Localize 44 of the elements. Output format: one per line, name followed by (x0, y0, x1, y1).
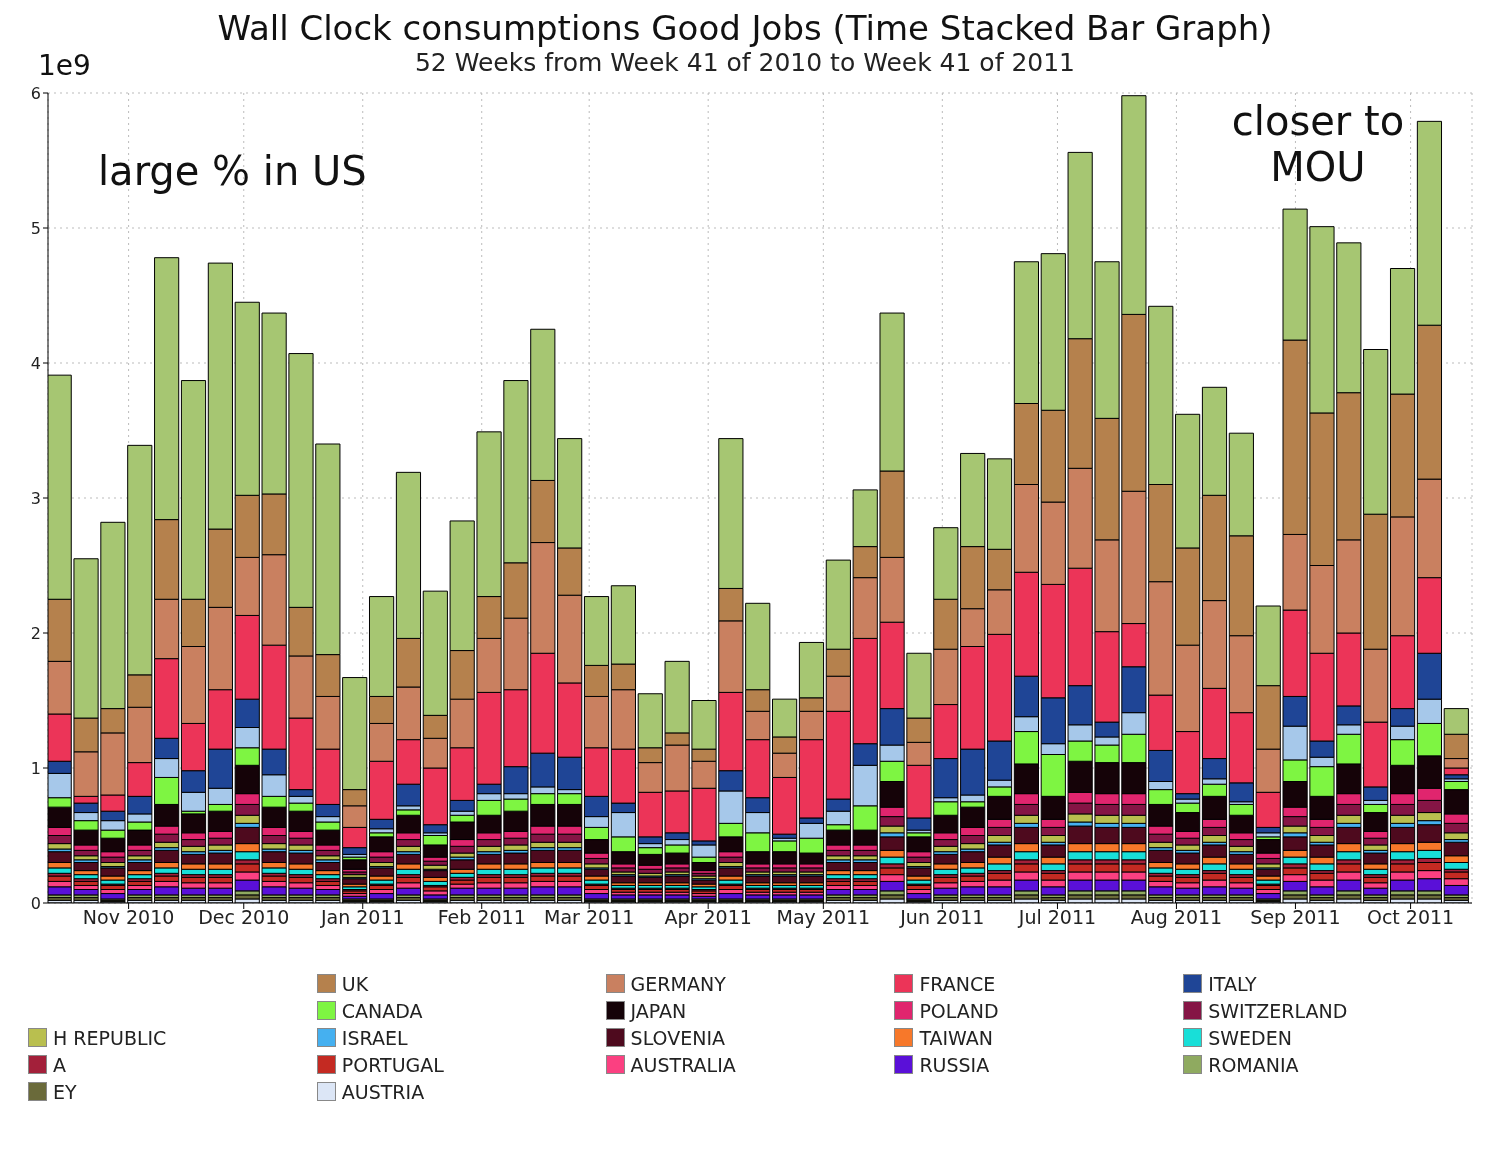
x-tick-label: Jul 2011 (1017, 906, 1097, 929)
legend-label: POLAND (919, 999, 999, 1022)
y-tick-label: 0 (30, 893, 41, 913)
legend-label: GERMANY (630, 972, 726, 995)
legend-label: EY (53, 1080, 77, 1103)
legend-label: PORTUGAL (341, 1053, 444, 1076)
annotation: closer to MOU (1230, 98, 1406, 190)
x-tick-label: Jan 2011 (319, 906, 405, 929)
y-tick-label: 6 (30, 83, 41, 103)
y-tick-label: 5 (30, 218, 41, 238)
legend-label: SLOVENIA (630, 1026, 725, 1049)
legend-label: CANADA (341, 999, 423, 1022)
legend-label: AUSTRIA (341, 1080, 425, 1103)
x-tick-label: Mar 2011 (544, 906, 635, 929)
y-tick-label: 4 (30, 353, 41, 373)
legend-label: UK (341, 972, 369, 995)
legend-label: RUSSIA (919, 1053, 990, 1076)
chart-title: Wall Clock consumptions Good Jobs (Time Stacked Bar Graph) (216, 8, 1274, 48)
legend-label: AUSTRALIA (630, 1053, 736, 1076)
legend-label: A (53, 1053, 66, 1076)
legend-label: ROMANIA (1208, 1053, 1299, 1076)
legend-label: JAPAN (630, 999, 687, 1022)
y-tick-label: 3 (30, 488, 41, 508)
text: 1e9 (38, 49, 91, 82)
x-tick-label: Oct 2011 (1366, 906, 1455, 929)
x-tick-label: Nov 2010 (82, 906, 175, 929)
legend-label: ISRAEL (341, 1026, 408, 1049)
x-tick-label: Feb 2011 (437, 906, 526, 929)
legend-label: SWITZERLAND (1208, 999, 1348, 1022)
legend-label: FRANCE (919, 972, 996, 995)
x-tick-label: Sep 2011 (1250, 906, 1341, 929)
y-tick-label: 2 (30, 623, 41, 643)
legend-label: TAIWAN (919, 1026, 994, 1049)
chart-subtitle: 52 Weeks from Week 41 of 2010 to Week 41 of 2011 (414, 48, 1076, 77)
x-tick-label: May 2011 (776, 906, 871, 929)
y-tick-label: 1 (30, 758, 41, 778)
x-tick-label: Jun 2011 (899, 906, 985, 929)
legend-label: H REPUBLIC (53, 1026, 167, 1049)
annotation: large % in US (98, 148, 367, 194)
legend-label: SWEDEN (1208, 1026, 1292, 1049)
x-tick-label: Apr 2011 (664, 906, 752, 929)
legend-label: ITALY (1208, 972, 1257, 995)
x-tick-label: Aug 2011 (1130, 906, 1223, 929)
x-tick-label: Dec 2010 (198, 906, 290, 929)
